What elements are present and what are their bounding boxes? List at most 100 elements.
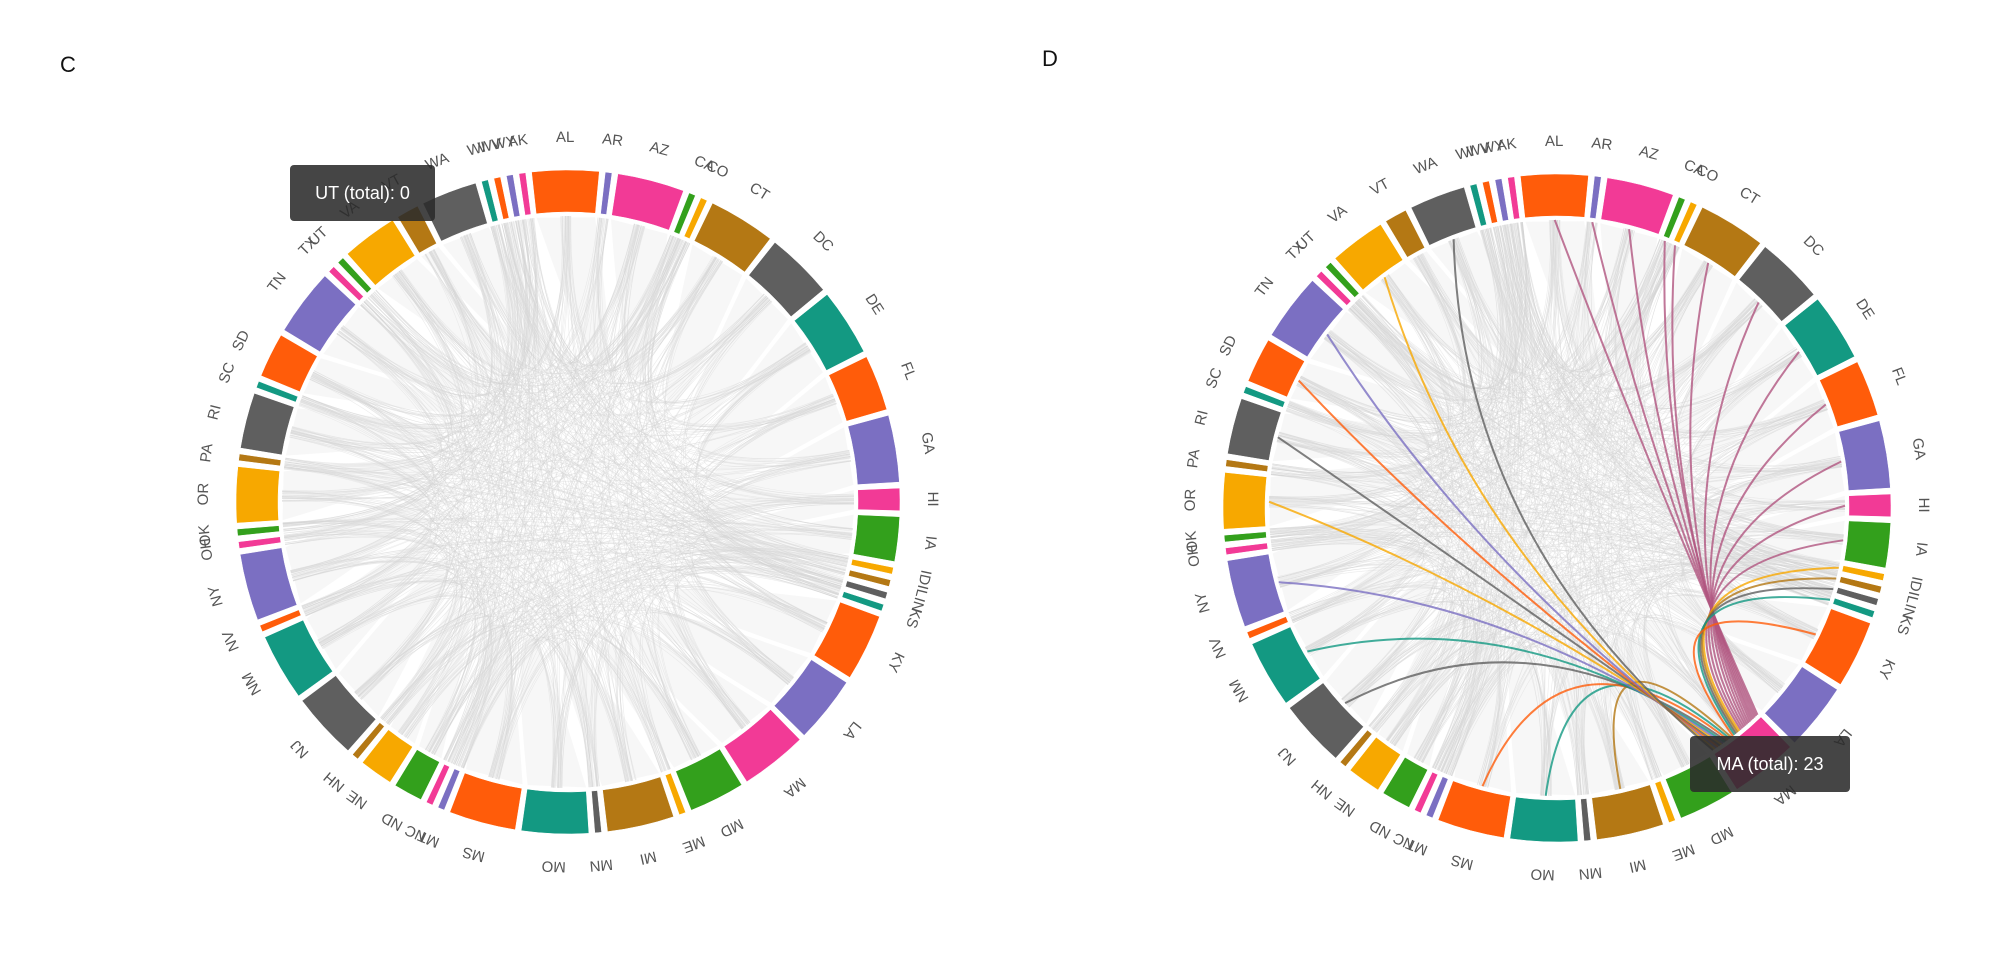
arc-MT[interactable]: [437, 768, 461, 811]
arc-NC[interactable]: [425, 763, 450, 806]
arc-DC[interactable]: [1738, 246, 1815, 322]
arc-PA[interactable]: [238, 453, 282, 467]
arc-MO[interactable]: [520, 788, 590, 835]
arc-AK[interactable]: [518, 172, 532, 216]
arc-OH[interactable]: [1225, 542, 1269, 556]
arc-FL[interactable]: [828, 356, 888, 422]
arc-OH[interactable]: [238, 536, 282, 549]
arc-WI[interactable]: [1469, 183, 1487, 227]
arc-NV[interactable]: [259, 609, 302, 633]
arc-RI[interactable]: [1227, 398, 1282, 461]
arc-WY[interactable]: [506, 174, 521, 218]
arc-MD[interactable]: [675, 748, 743, 811]
arc-CA[interactable]: [673, 192, 696, 235]
arc-WV[interactable]: [493, 176, 510, 220]
arc-IN[interactable]: [845, 580, 888, 600]
arc-NH[interactable]: [352, 722, 385, 760]
arc-SD[interactable]: [1247, 339, 1305, 398]
arc-KY[interactable]: [813, 601, 880, 678]
arc-DE[interactable]: [793, 294, 865, 371]
arc-MO[interactable]: [1509, 796, 1579, 843]
arc-SC[interactable]: [1243, 386, 1286, 408]
arc-AL[interactable]: [531, 169, 600, 215]
arc-DE[interactable]: [1784, 298, 1855, 376]
arc-ND[interactable]: [394, 749, 440, 800]
arc-ND[interactable]: [1382, 756, 1428, 808]
arc-SC[interactable]: [256, 380, 299, 403]
arc-IL[interactable]: [848, 569, 892, 587]
chord-MT-ND: [1413, 636, 1495, 774]
arc-TX[interactable]: [1316, 270, 1352, 306]
arc-MS[interactable]: [1437, 780, 1511, 839]
arc-IN[interactable]: [1835, 587, 1879, 606]
arc-LA[interactable]: [773, 659, 847, 736]
arc-KS[interactable]: [1832, 597, 1875, 618]
arc-SD[interactable]: [260, 334, 318, 393]
arc-NC[interactable]: [1414, 771, 1439, 814]
arc-CO[interactable]: [1673, 201, 1698, 244]
arc-DC[interactable]: [748, 242, 824, 318]
arc-FL[interactable]: [1819, 361, 1879, 427]
arc-HI[interactable]: [1848, 493, 1892, 518]
arc-VA[interactable]: [347, 219, 416, 286]
arc-CA[interactable]: [1663, 196, 1686, 239]
arc-NE[interactable]: [1349, 736, 1401, 791]
arc-HI[interactable]: [857, 487, 901, 511]
arc-CO[interactable]: [683, 197, 708, 240]
arc-OK[interactable]: [1223, 531, 1267, 543]
arc-ME[interactable]: [1654, 780, 1676, 823]
arc-AZ[interactable]: [611, 173, 684, 231]
arc-NV[interactable]: [1246, 616, 1289, 639]
arc-VT[interactable]: [1385, 209, 1426, 258]
arc-OK[interactable]: [236, 525, 280, 537]
arc-NJ[interactable]: [1289, 682, 1364, 759]
arc-ME[interactable]: [664, 772, 687, 816]
arc-VA[interactable]: [1334, 224, 1404, 291]
arc-AR[interactable]: [600, 171, 613, 215]
arc-MT[interactable]: [1425, 776, 1449, 819]
arc-MS[interactable]: [449, 772, 523, 831]
arc-MA[interactable]: [723, 709, 801, 783]
arc-NM[interactable]: [1251, 626, 1321, 704]
arc-MI[interactable]: [602, 776, 674, 832]
arc-CT[interactable]: [1683, 206, 1761, 277]
arc-IA[interactable]: [1843, 520, 1891, 569]
arc-NH[interactable]: [1339, 729, 1373, 767]
arc-TN[interactable]: [1270, 280, 1344, 358]
arc-NY[interactable]: [239, 547, 298, 621]
arc-NE[interactable]: [362, 729, 413, 783]
arc-OR[interactable]: [235, 466, 280, 524]
arc-ID[interactable]: [1841, 565, 1885, 581]
arc-IA[interactable]: [852, 514, 900, 562]
arc-NM[interactable]: [264, 619, 333, 697]
arc-GA[interactable]: [847, 414, 900, 485]
arc-OR[interactable]: [1222, 472, 1267, 530]
arc-AZ[interactable]: [1600, 177, 1674, 235]
arc-RI[interactable]: [240, 392, 295, 456]
arc-UT[interactable]: [1325, 262, 1360, 298]
arc-AK[interactable]: [1507, 176, 1521, 220]
arc-PA[interactable]: [1225, 459, 1269, 472]
arc-TX[interactable]: [328, 266, 364, 302]
arc-WA[interactable]: [422, 182, 488, 242]
arc-WV[interactable]: [1482, 180, 1498, 224]
arc-UT[interactable]: [337, 257, 372, 294]
arc-NJ[interactable]: [301, 675, 377, 752]
arc-MN[interactable]: [1580, 798, 1592, 842]
arc-LA[interactable]: [1764, 666, 1838, 744]
arc-CT[interactable]: [693, 202, 771, 273]
arc-KS[interactable]: [841, 591, 885, 612]
arc-MI[interactable]: [1591, 784, 1664, 840]
arc-WY[interactable]: [1494, 178, 1509, 222]
arc-NY[interactable]: [1226, 553, 1285, 627]
arc-GA[interactable]: [1838, 420, 1891, 491]
arc-AL[interactable]: [1520, 173, 1589, 219]
arc-ID[interactable]: [850, 558, 894, 575]
arc-WI[interactable]: [481, 179, 499, 223]
arc-WA[interactable]: [1410, 186, 1477, 246]
arc-MN[interactable]: [591, 790, 602, 834]
arc-AR[interactable]: [1589, 175, 1602, 219]
arc-IL[interactable]: [1839, 576, 1882, 594]
arc-TN[interactable]: [283, 275, 356, 353]
arc-KY[interactable]: [1804, 608, 1871, 685]
